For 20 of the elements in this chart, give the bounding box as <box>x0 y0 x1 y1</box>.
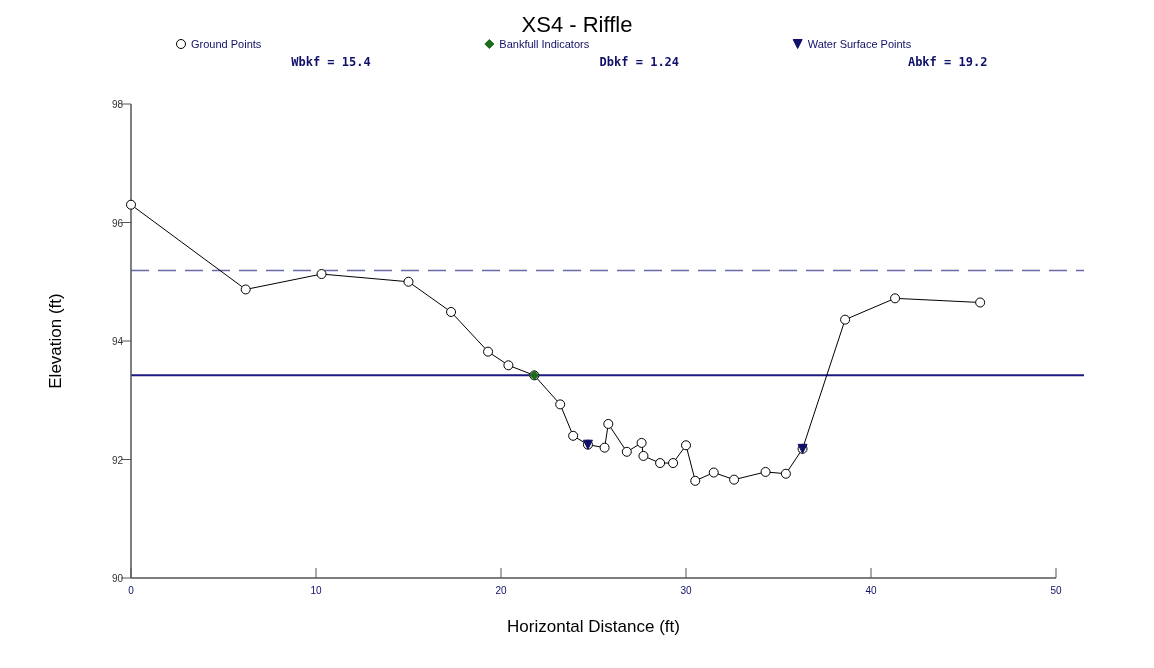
text: Dbkf = 1.24 <box>599 55 680 69</box>
y-tick-label: 92 <box>111 454 124 466</box>
y-tick-label: 98 <box>111 99 124 110</box>
chart-title: XS4 - Riffle <box>521 12 633 37</box>
y-tick-label: 90 <box>111 573 124 584</box>
x-tick-label: 20 <box>495 585 507 596</box>
y-tick-label: 96 <box>111 217 124 229</box>
x-axis-title: Horizontal Distance (ft) <box>507 617 680 636</box>
legend-label: Ground Points <box>191 38 262 50</box>
x-tick-label: 30 <box>680 585 692 596</box>
x-tick-label: 40 <box>865 585 877 596</box>
text: Wbkf = 15.4 <box>291 55 371 69</box>
y-tick-label: 94 <box>111 336 124 347</box>
y-axis-title: Elevation (ft) <box>46 293 65 389</box>
x-tick-label: 10 <box>310 585 322 596</box>
x-tick-label: 0 <box>128 585 135 596</box>
x-tick-label: 50 <box>1050 585 1062 596</box>
legend-label: Bankfull Indicators <box>499 38 590 50</box>
text: Abkf = 19.2 <box>907 55 988 69</box>
legend-label: Water Surface Points <box>807 38 912 50</box>
